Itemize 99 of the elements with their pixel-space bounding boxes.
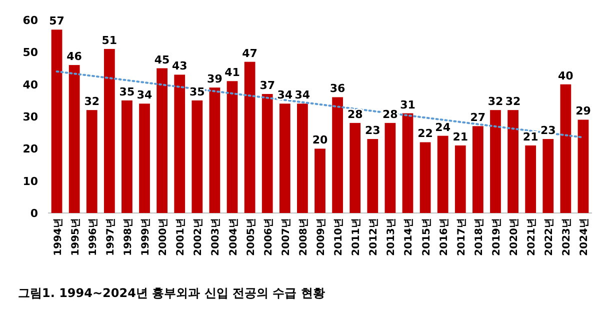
y-tick-label: 60 [22,14,38,27]
bar [367,139,378,213]
bar [192,100,203,213]
bar [472,126,484,213]
bar [104,48,115,213]
bar [384,122,396,213]
x-tick-label: 2014년 [404,218,415,256]
data-label: 43 [172,60,188,73]
data-label: 32 [505,95,521,108]
data-label: 32 [488,95,504,108]
x-tick-label: 2011년 [351,218,362,256]
x-tick-label: 2022년 [544,218,556,256]
data-label: 21 [522,130,538,144]
data-label: 23 [364,124,380,138]
data-label: 40 [558,69,574,82]
bar [86,110,98,213]
bar [490,110,501,213]
bar [209,88,220,213]
bar [139,104,150,213]
bar [420,142,431,213]
data-label: 35 [190,85,205,98]
bar [314,148,326,213]
data-label: 31 [400,98,416,112]
x-tick-label: 2005년 [246,218,257,256]
y-tick-label: 40 [22,78,38,92]
x-tick-label: 2010년 [334,218,345,256]
data-label: 45 [154,53,170,66]
bar [350,122,361,213]
x-tick-label: 2007년 [280,218,292,256]
data-label: 35 [119,85,135,98]
data-label: 24 [435,120,451,134]
x-tick-label: 2000년 [158,218,170,256]
bar [68,65,80,213]
x-tick-label: 2015년 [421,218,432,256]
bar [156,68,168,213]
bar [402,113,414,213]
x-tick-label: 2024년 [579,218,590,256]
x-tick-label: 2003년 [210,218,222,256]
x-tick-label: 1999년 [140,218,152,256]
x-tick-label: 2002년 [193,218,204,256]
x-tick-label: 2017년 [456,218,468,256]
bar [244,62,256,213]
x-tick-label: 2019년 [491,218,502,256]
data-label: 34 [136,88,153,102]
bar [525,145,536,213]
x-tick-label: 2008년 [298,218,310,256]
data-label: 34 [277,88,293,102]
x-tick-label: 2012년 [368,218,380,256]
x-tick-label: 1996년 [88,218,99,256]
data-label: 32 [84,95,100,108]
y-tick-label: 10 [22,174,38,188]
data-label: 21 [452,130,468,144]
x-tick-label: 1994년 [52,218,64,256]
x-tick-label: 1998년 [122,218,134,256]
bar [297,104,308,213]
x-tick-label: 2018년 [474,218,485,256]
data-label: 37 [260,78,276,92]
y-tick-label: 20 [22,142,38,156]
bar [262,94,273,213]
data-label: 46 [66,50,82,64]
y-tick-label: 50 [22,46,38,60]
data-label: 34 [294,88,310,102]
bar [174,74,186,213]
x-tick-label: 2001년 [176,218,187,256]
bar [226,81,238,213]
data-label: 20 [312,134,328,147]
data-label: 57 [49,14,64,28]
bar [437,136,448,213]
x-tick-label: 2020년 [509,218,520,256]
bar [122,100,132,213]
x-tick-label: 1997년 [105,218,116,256]
bar [542,139,554,213]
bar [279,104,290,213]
y-tick-label: 0 [30,207,38,220]
data-label: 22 [418,127,433,140]
x-tick-label: 2006년 [263,218,274,256]
x-tick-label: 2016년 [438,218,450,256]
bar [508,110,518,213]
data-label: 51 [102,34,118,47]
data-label: 39 [207,72,222,86]
data-label: 47 [242,46,258,60]
x-tick-label: 2021년 [526,218,538,256]
y-tick-label: 30 [22,110,38,124]
data-label: 28 [347,108,363,121]
bar [578,120,589,213]
bar [51,30,62,213]
x-tick-label: 2009년 [316,218,327,256]
data-label: 29 [576,104,591,118]
x-tick-label: 1995년 [70,218,82,256]
bar [560,84,572,213]
x-tick-label: 2004년 [228,218,240,256]
x-tick-label: 2023년 [562,218,573,256]
bar [454,145,466,213]
x-tick-label: 2013년 [386,218,398,256]
data-label: 41 [224,66,240,80]
bar [332,97,343,213]
text: 그림1. 1994~2024년 흉부외과 신입 전공의 수급 현황 [18,286,325,300]
data-label: 36 [330,82,346,96]
data-label: 27 [470,111,486,124]
